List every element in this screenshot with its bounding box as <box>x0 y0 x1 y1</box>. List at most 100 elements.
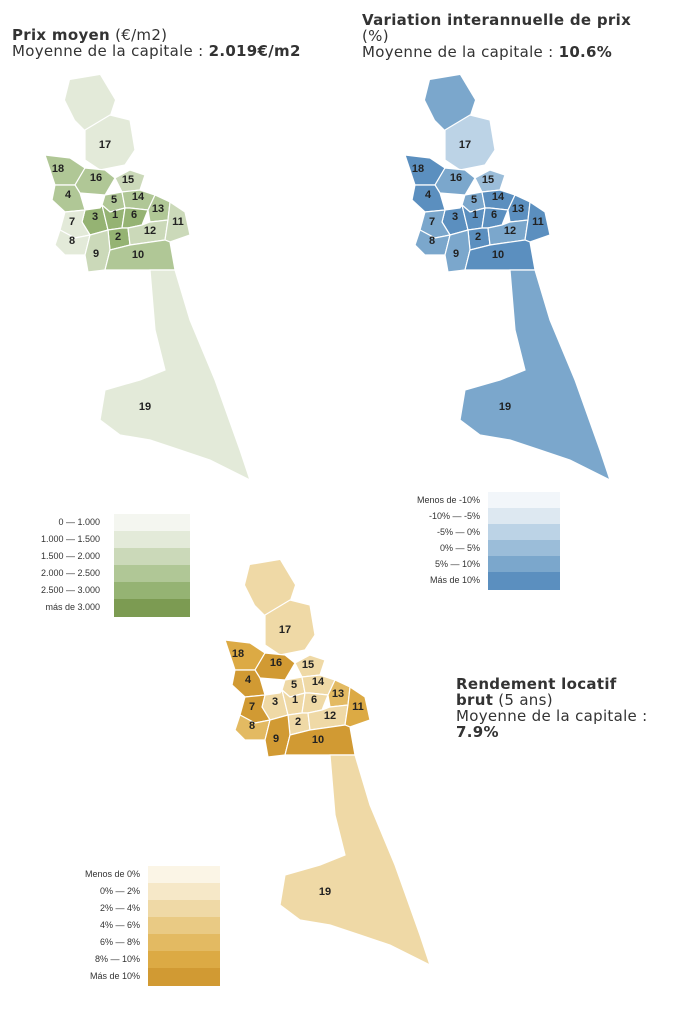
variation-avg-label: Moyenne de la capitale : <box>362 43 559 61</box>
legend-swatch <box>488 540 560 558</box>
legend-swatch <box>148 917 220 935</box>
legend-swatch <box>114 582 190 600</box>
district-10-label: 10 <box>132 249 144 261</box>
yield-title-unit: (5 ans) <box>493 691 553 709</box>
yield-avg-label: Moyenne de la capitale : <box>456 707 648 725</box>
legend-row: -10% — -5% <box>400 508 560 526</box>
legend-swatch <box>114 599 190 617</box>
legend-label: Más de 10% <box>89 971 140 981</box>
district-9-label: 9 <box>453 248 459 260</box>
legend-swatch <box>148 883 220 901</box>
district-17-shape <box>84 114 136 171</box>
legend-label: 4% — 6% <box>99 920 140 930</box>
district-10-shape <box>464 239 536 271</box>
district-18-label: 18 <box>52 163 64 175</box>
legend-row: Más de 10% <box>400 572 560 590</box>
district-4-label: 4 <box>65 189 72 201</box>
legend-swatch <box>148 866 220 884</box>
legend-row: -5% — 0% <box>400 524 560 542</box>
district-11-label: 11 <box>352 701 364 713</box>
district-9-label: 9 <box>93 248 99 260</box>
district-12-label: 12 <box>324 710 336 722</box>
legend-label: 5% — 10% <box>434 559 480 569</box>
legend-swatch <box>114 565 190 583</box>
legend-row: 6% — 8% <box>70 934 220 952</box>
district-15-shape <box>474 169 506 193</box>
legend-label: 1.000 — 1.500 <box>40 534 100 544</box>
price-legend: 0 — 1.000 1.000 — 1.500 1.500 — 2.000 2.000… <box>10 514 190 626</box>
district-6-label: 6 <box>311 694 317 706</box>
district-15-shape <box>114 169 146 193</box>
district-4-label: 4 <box>245 674 252 686</box>
district-11-label: 11 <box>532 216 544 228</box>
district-17-shape <box>444 114 496 171</box>
district-10-label: 10 <box>492 249 504 261</box>
district-17-shape <box>264 599 316 656</box>
legend-label: Menos de 0% <box>84 869 140 879</box>
district-4-label: 4 <box>425 189 432 201</box>
district-5-label: 5 <box>111 194 117 206</box>
district-14-label: 14 <box>132 191 145 203</box>
legend-row: 1.500 — 2.000 <box>10 548 190 566</box>
legend-swatch <box>148 968 220 986</box>
district-13-label: 13 <box>332 688 344 700</box>
variation-avg-value: 10.6% <box>558 43 613 61</box>
legend-row: 8% — 10% <box>70 951 220 969</box>
district-16-label: 16 <box>450 172 462 184</box>
legend-swatch <box>114 514 190 532</box>
district-15-shape <box>294 654 326 678</box>
legend-swatch <box>114 531 190 549</box>
legend-label: Menos de -10% <box>416 495 480 505</box>
district-15-label: 15 <box>482 174 494 186</box>
legend-swatch <box>488 492 560 510</box>
district-18-label: 18 <box>232 648 244 660</box>
district-15-label: 15 <box>302 659 314 671</box>
legend-swatch <box>488 572 560 590</box>
yield-avg-value: 7.9% <box>456 723 499 741</box>
district-10-shape <box>284 724 356 756</box>
district-3-label: 3 <box>272 696 278 708</box>
district-12-label: 12 <box>144 225 156 237</box>
district-19-shape <box>279 754 432 967</box>
legend-row: 5% — 10% <box>400 556 560 574</box>
legend-label: 0% — 2% <box>99 886 140 896</box>
district-8-label: 8 <box>69 235 75 247</box>
legend-label: 0% — 5% <box>439 543 480 553</box>
variation-title-unit: (%) <box>362 27 389 45</box>
legend-label: 2% — 4% <box>99 903 140 913</box>
legend-row: 2% — 4% <box>70 900 220 918</box>
district-13-label: 13 <box>152 203 164 215</box>
district-14-label: 14 <box>492 191 505 203</box>
district-5-label: 5 <box>291 679 297 691</box>
variation-title: Variation interannuelle de prix (%) Moye… <box>362 12 631 60</box>
legend-row: Menos de 0% <box>70 866 220 884</box>
district-19-label: 19 <box>499 401 511 413</box>
district-8-label: 8 <box>249 720 255 732</box>
district-13-label: 13 <box>512 203 524 215</box>
district-1-label: 1 <box>112 209 118 221</box>
legend-row: Menos de -10% <box>400 492 560 510</box>
district-6-label: 6 <box>491 209 497 221</box>
legend-swatch <box>114 548 190 566</box>
district-11-label: 11 <box>172 216 184 228</box>
legend-swatch <box>148 900 220 918</box>
district-19-shape <box>99 269 252 482</box>
district-1-label: 1 <box>292 694 298 706</box>
district-19-shape <box>459 269 612 482</box>
legend-swatch <box>488 508 560 526</box>
district-3-label: 3 <box>452 211 458 223</box>
legend-row: más de 3.000 <box>10 599 190 617</box>
district-17-label: 17 <box>279 624 291 636</box>
district-2-label: 2 <box>295 716 301 728</box>
legend-swatch <box>488 524 560 542</box>
legend-label: 8% — 10% <box>94 954 140 964</box>
district-15-label: 15 <box>122 174 134 186</box>
legend-label: 1.500 — 2.000 <box>40 551 100 561</box>
legend-label: 6% — 8% <box>99 937 140 947</box>
district-3-label: 3 <box>92 211 98 223</box>
variation-legend: Menos de -10% -10% — -5% -5% — 0% 0% — 5% 5%… <box>400 492 560 594</box>
district-12-label: 12 <box>504 225 516 237</box>
price-title-bold: Prix moyen <box>12 26 110 44</box>
district-7-label: 7 <box>429 216 435 228</box>
